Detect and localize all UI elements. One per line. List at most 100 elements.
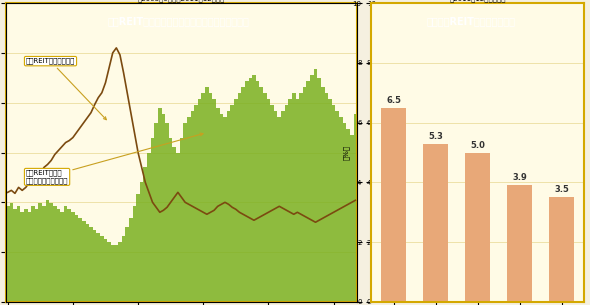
Bar [64,206,67,302]
Bar [140,182,143,302]
Bar [303,87,306,302]
Bar [35,209,38,302]
Text: 東証REIT指数（左軸）: 東証REIT指数（左軸） [26,58,106,120]
Bar [328,99,332,302]
Bar [147,152,150,302]
Bar [292,93,296,302]
Bar [321,87,325,302]
Text: 3.9: 3.9 [512,173,527,182]
Bar [143,167,147,302]
Bar [281,111,285,302]
Bar [133,206,136,302]
Bar [17,206,21,302]
Bar [465,152,490,302]
Bar [194,105,198,302]
Bar [346,129,350,302]
Bar [381,108,406,302]
Bar [216,108,219,302]
Bar [423,144,448,302]
Bar [136,194,140,302]
Bar [75,215,78,302]
Y-axis label: （%）: （%） [343,145,350,160]
Bar [42,206,46,302]
Bar [270,105,274,302]
Bar [212,99,216,302]
Bar [129,218,133,302]
Bar [183,123,187,302]
Bar [343,123,346,302]
Bar [507,185,532,302]
Bar [198,99,201,302]
Bar [118,242,122,302]
Bar [187,117,191,302]
Bar [314,69,317,302]
Bar [335,111,339,302]
Y-axis label: （%）: （%） [379,145,385,160]
Bar [180,138,183,302]
Bar [71,212,75,302]
Bar [191,111,194,302]
Title: （2003年9月末〜2011年12月末）: （2003年9月末〜2011年12月末） [138,0,225,2]
Bar [205,87,209,302]
Bar [223,117,227,302]
Bar [31,206,35,302]
Bar [86,224,89,302]
Text: 東証REIT指数および同指数の分配金利回りの推移: 東証REIT指数および同指数の分配金利回りの推移 [107,16,250,26]
Bar [234,99,238,302]
Bar [21,212,24,302]
Bar [111,245,114,302]
Bar [219,114,223,302]
Bar [238,93,241,302]
Text: 5.0: 5.0 [470,141,485,149]
Bar [126,227,129,302]
Bar [9,203,13,302]
Text: 6.3%
（2011年12月末）: 6.3% （2011年12月末） [0,304,1,305]
Bar [100,236,104,302]
Bar [28,212,31,302]
Bar [324,93,328,302]
Bar [172,146,176,302]
Bar [78,218,82,302]
Bar [317,78,321,302]
Bar [255,81,260,302]
Bar [332,105,335,302]
Bar [176,152,180,302]
Bar [299,93,303,302]
Title: （2011年12月末時点）: （2011年12月末時点） [450,0,506,2]
Bar [227,111,231,302]
Bar [96,233,100,302]
Bar [260,87,263,302]
Bar [24,209,28,302]
Bar [38,203,42,302]
Bar [274,111,277,302]
Bar [248,78,252,302]
Text: 東証REIT指数の
分配金利回り（右軸）: 東証REIT指数の 分配金利回り（右軸） [26,133,203,184]
Bar [549,197,575,302]
Bar [89,227,93,302]
Text: 5.3: 5.3 [428,131,443,141]
Bar [267,99,270,302]
Bar [339,117,343,302]
Bar [50,203,53,302]
Bar [46,200,50,302]
Text: 6.5: 6.5 [386,96,401,105]
Bar [285,105,289,302]
Bar [122,236,126,302]
Bar [13,209,17,302]
Bar [53,206,57,302]
Bar [353,114,357,302]
Bar [82,221,86,302]
Bar [263,93,267,302]
Bar [158,108,162,302]
Bar [306,81,310,302]
Bar [93,230,96,302]
Bar [155,123,158,302]
Bar [67,209,71,302]
Bar [6,206,9,302]
Bar [165,123,169,302]
Bar [60,212,64,302]
Bar [104,239,107,302]
Bar [209,93,212,302]
Bar [169,138,172,302]
Bar [150,138,155,302]
